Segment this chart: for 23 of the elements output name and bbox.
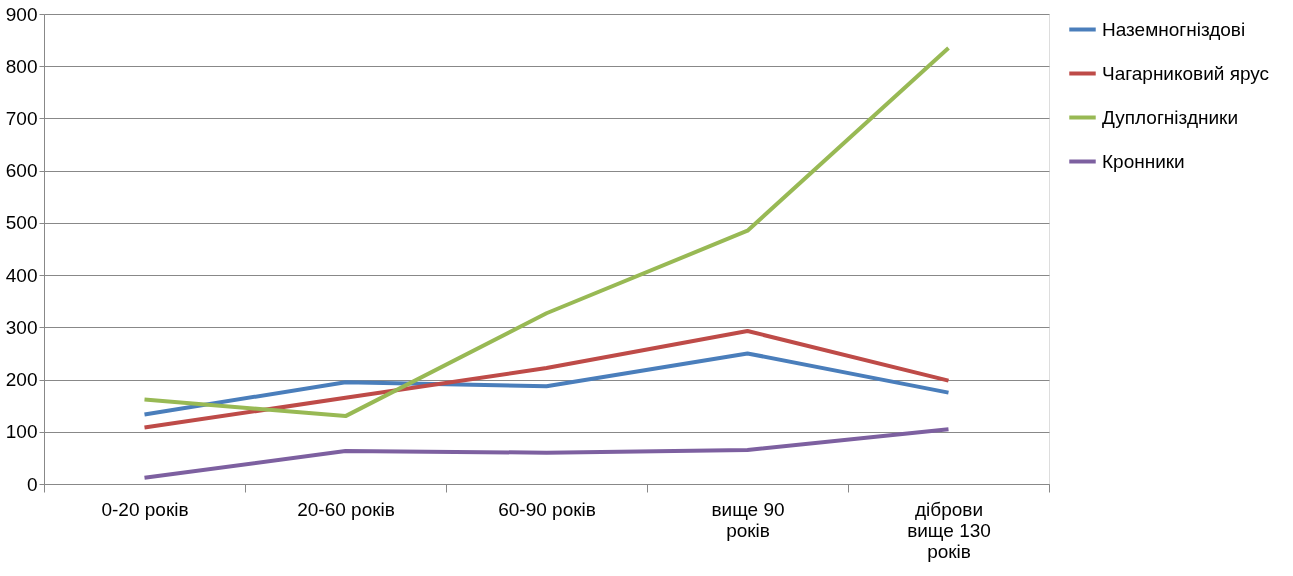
y-tick-label: 0	[26, 473, 38, 495]
legend-label: Дуплогніздники	[1102, 106, 1238, 128]
x-tick-label: 0-20 років	[101, 498, 189, 520]
y-tick-label: 200	[5, 369, 38, 391]
x-tick-label: вище 90 років	[711, 498, 785, 541]
legend-label: Наземногніздові	[1102, 18, 1246, 40]
y-tick-label: 500	[5, 212, 38, 234]
line-series	[142, 328, 951, 430]
line-series	[142, 427, 951, 480]
x-tick-label: 20-60 років	[297, 498, 395, 520]
x-tick-label: діброви вище 130 років	[907, 498, 991, 562]
line-series	[142, 351, 951, 417]
y-tick-label: 100	[5, 421, 38, 443]
line-series	[142, 45, 951, 419]
y-tick-label: 700	[5, 107, 38, 129]
legend-label: Кронники	[1102, 150, 1185, 172]
y-tick-label: 800	[5, 55, 38, 77]
x-tick-label: 60-90 років	[498, 498, 596, 520]
y-tick-label: 900	[5, 3, 38, 25]
y-tick-label: 300	[5, 316, 38, 338]
y-tick-label: 600	[5, 160, 38, 182]
y-tick-label: 400	[5, 264, 38, 286]
legend-label: Чагарниковий ярус	[1102, 62, 1270, 84]
